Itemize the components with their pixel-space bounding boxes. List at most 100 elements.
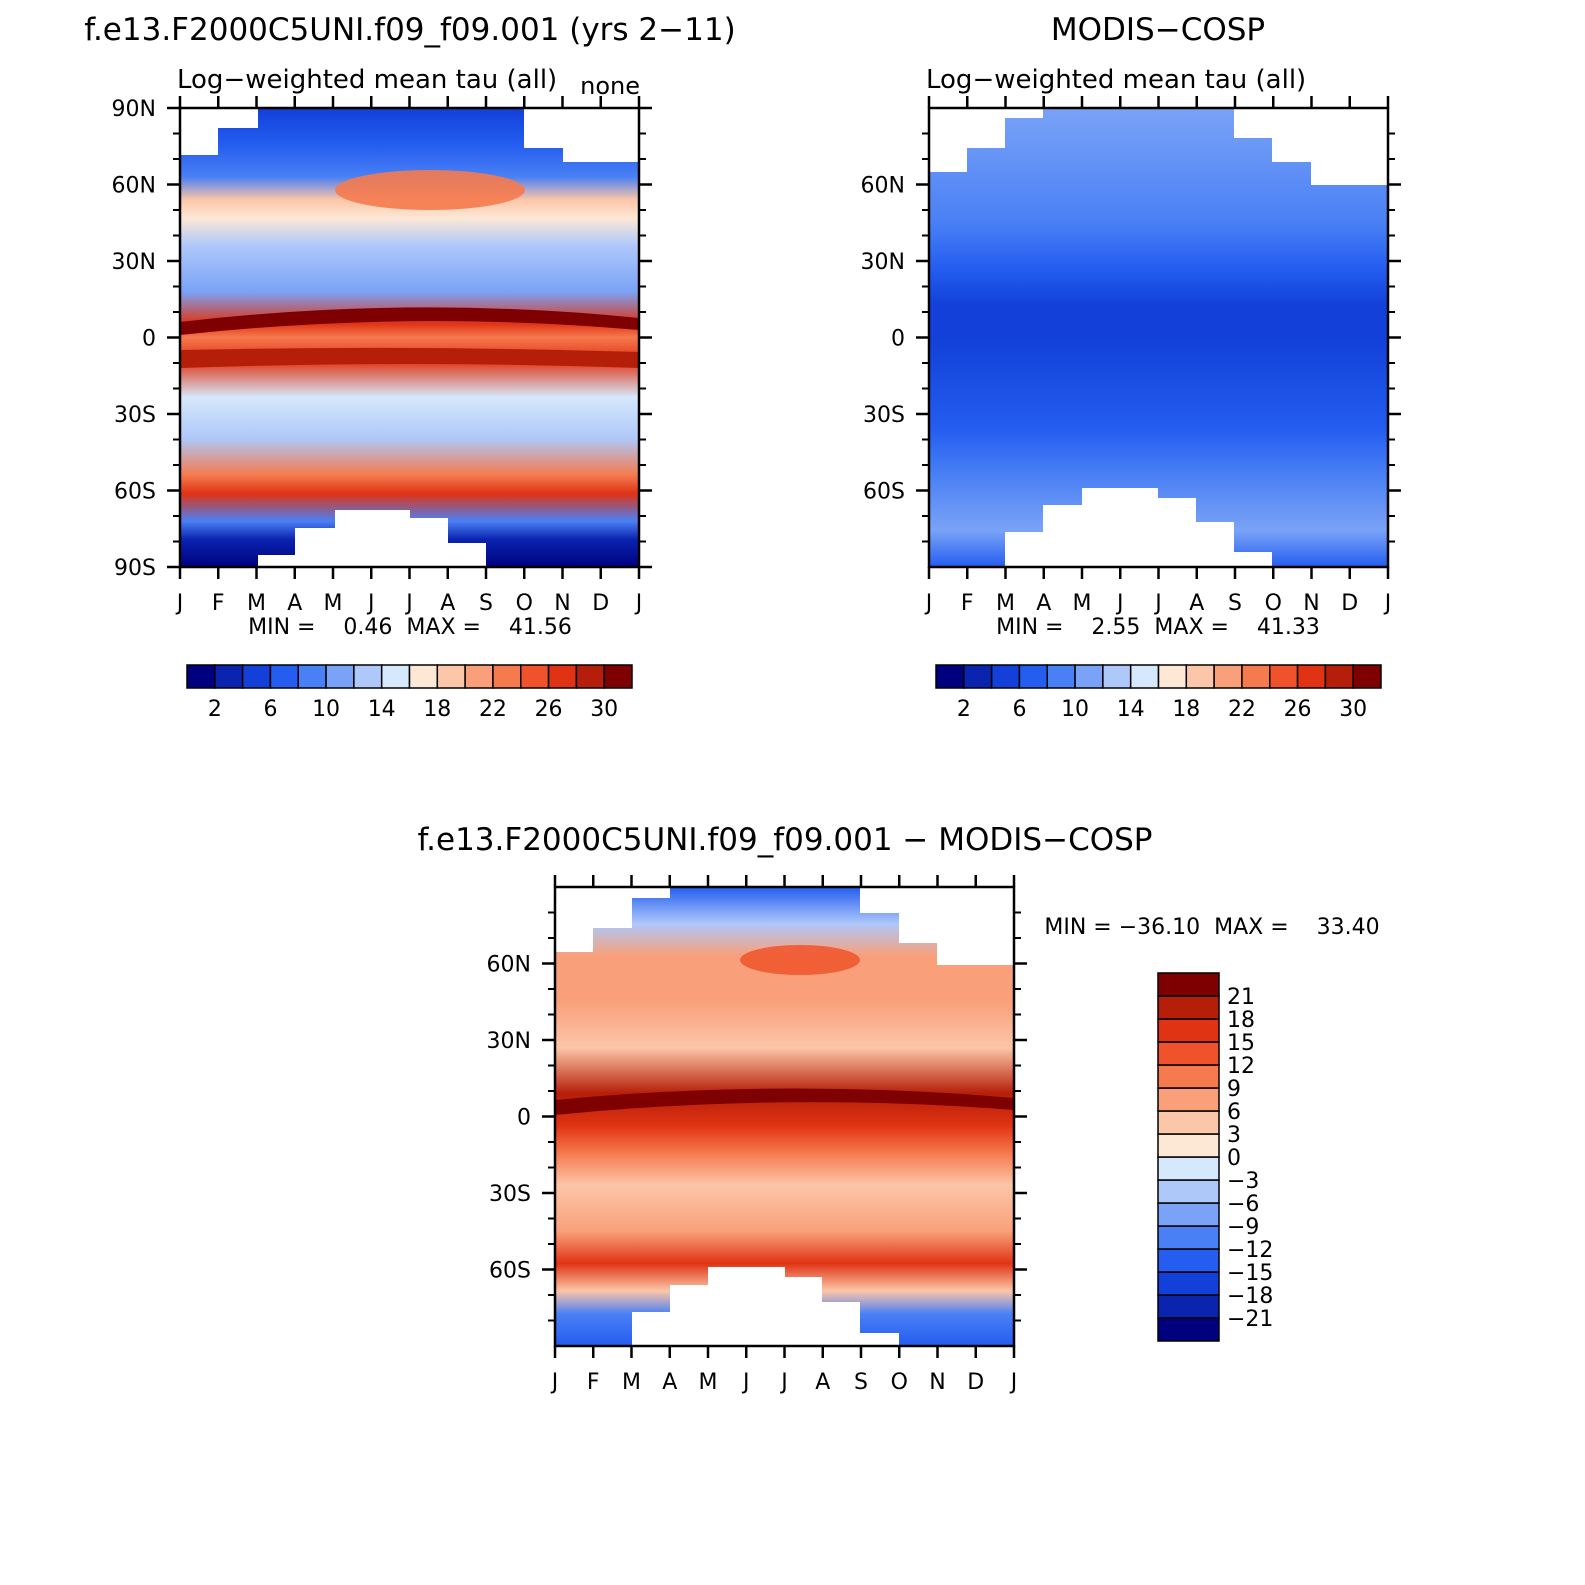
x-tick-label: M bbox=[1073, 591, 1092, 616]
y-tick-label: 60S bbox=[114, 480, 156, 505]
panel-model-tropical-band-south bbox=[180, 347, 639, 368]
x-tick-label: S bbox=[1228, 591, 1242, 616]
colorbar-label: −3 bbox=[1227, 1169, 1259, 1194]
x-tick-label: J bbox=[634, 591, 643, 616]
colorbar-swatch bbox=[1157, 1294, 1220, 1319]
colorbar-swatch bbox=[1046, 664, 1076, 689]
colorbar-label: −12 bbox=[1227, 1238, 1273, 1263]
colorbar-swatch bbox=[1269, 664, 1299, 689]
colorbar-label: 3 bbox=[1227, 1123, 1241, 1148]
panel-difference-y-axis: 60N 30N 0 30S 60S bbox=[487, 911, 1027, 1322]
panel-difference-stats: MIN = −36.10 MAX = 33.40 bbox=[1044, 915, 1379, 940]
panel-model-stats: MIN = 0.46 MAX = 41.56 bbox=[248, 615, 572, 640]
x-tick-label: M bbox=[247, 591, 266, 616]
x-tick-label: J bbox=[404, 591, 413, 616]
colorbar-label: 30 bbox=[590, 697, 618, 722]
colorbar-swatch bbox=[1018, 664, 1048, 689]
colorbar-label: 14 bbox=[368, 697, 396, 722]
x-tick-label: J bbox=[550, 1370, 559, 1395]
colorbar-label: 10 bbox=[312, 697, 340, 722]
x-tick-label: J bbox=[1115, 591, 1124, 616]
colorbar-label: 6 bbox=[1012, 697, 1026, 722]
colorbar-swatch bbox=[1157, 972, 1220, 997]
x-tick-label: N bbox=[554, 591, 570, 616]
panel-observations-subtitle: Log−weighted mean tau (all) bbox=[926, 65, 1306, 95]
y-tick-label: 0 bbox=[891, 327, 905, 352]
colorbar-label: 18 bbox=[423, 697, 451, 722]
y-tick-label: 60N bbox=[112, 174, 156, 199]
colorbar-swatch bbox=[1157, 1202, 1220, 1227]
x-tick-label: A bbox=[1189, 591, 1204, 616]
y-tick-label: 90N bbox=[112, 97, 156, 122]
colorbar-label: 30 bbox=[1339, 697, 1367, 722]
colorbar-label: 10 bbox=[1061, 697, 1089, 722]
colorbar-swatch bbox=[1157, 1064, 1220, 1089]
panel-model-north-maximum bbox=[335, 170, 525, 210]
colorbar-label: 15 bbox=[1227, 1031, 1255, 1056]
x-tick-label: O bbox=[891, 1370, 908, 1395]
y-tick-label: 90S bbox=[114, 556, 156, 581]
colorbar-swatch bbox=[1157, 1110, 1220, 1135]
colorbar-label: 0 bbox=[1227, 1146, 1241, 1171]
x-tick-label: J bbox=[1153, 591, 1162, 616]
x-tick-label: M bbox=[996, 591, 1015, 616]
colorbar-label: −15 bbox=[1227, 1261, 1273, 1286]
colorbar-swatch bbox=[1352, 664, 1382, 689]
colorbar-swatch bbox=[1157, 1018, 1220, 1043]
colorbar-swatch bbox=[1157, 1041, 1220, 1066]
panel-model-title: f.e13.F2000C5UNI.f09_f09.001 (yrs 2−11) bbox=[84, 12, 735, 48]
colorbar-label: 22 bbox=[1228, 697, 1256, 722]
colorbar-swatch bbox=[1324, 664, 1354, 689]
colorbar-swatch bbox=[1157, 995, 1220, 1020]
x-tick-label: A bbox=[440, 591, 455, 616]
colorbar-swatch bbox=[269, 664, 299, 689]
y-tick-label: 30S bbox=[863, 403, 905, 428]
x-tick-label: J bbox=[1009, 1370, 1018, 1395]
x-tick-label: O bbox=[1265, 591, 1282, 616]
colorbar-swatch bbox=[241, 664, 272, 689]
x-tick-label: A bbox=[662, 1370, 677, 1395]
y-tick-label: 30S bbox=[114, 403, 156, 428]
x-tick-label: J bbox=[366, 591, 375, 616]
colorbar-swatch bbox=[325, 664, 355, 689]
y-tick-label: 0 bbox=[142, 327, 156, 352]
colorbar-swatch bbox=[1157, 1133, 1220, 1158]
x-tick-label: O bbox=[516, 591, 533, 616]
panel-difference-missing-south bbox=[632, 1267, 899, 1346]
colorbar-swatch bbox=[297, 664, 327, 689]
colorbar-label: 22 bbox=[479, 697, 507, 722]
x-tick-label: F bbox=[212, 591, 225, 616]
colorbar-swatch bbox=[1074, 664, 1104, 689]
colorbar-swatch bbox=[380, 664, 411, 689]
x-tick-label: D bbox=[967, 1370, 984, 1395]
colorbar-swatch bbox=[1102, 664, 1132, 689]
x-tick-label: D bbox=[592, 591, 609, 616]
colorbar-swatch bbox=[1129, 664, 1160, 689]
x-tick-label: A bbox=[1036, 591, 1051, 616]
x-tick-label: A bbox=[287, 591, 302, 616]
panel-difference-missing-north bbox=[555, 887, 1014, 965]
colorbar-label: 18 bbox=[1172, 697, 1200, 722]
colorbar-swatch bbox=[1213, 664, 1243, 689]
colorbar-swatch bbox=[186, 664, 216, 689]
panel-observations-y-axis: 60N 30N 0 30S 60S bbox=[861, 132, 1401, 543]
panel-difference-north-maximum bbox=[740, 945, 860, 975]
colorbar-swatch bbox=[1157, 1087, 1220, 1112]
panel-difference-title: f.e13.F2000C5UNI.f09_f09.001 − MODIS−COS… bbox=[417, 822, 1152, 858]
panel-observations-title: MODIS−COSP bbox=[1051, 12, 1265, 48]
panel-observations-missing-south bbox=[1005, 488, 1272, 567]
y-tick-label: 60S bbox=[863, 480, 905, 505]
x-tick-label: S bbox=[854, 1370, 868, 1395]
panel-model: f.e13.F2000C5UNI.f09_f09.001 (yrs 2−11) … bbox=[84, 12, 735, 722]
colorbar-label: −9 bbox=[1227, 1215, 1259, 1240]
colorbar-label: −6 bbox=[1227, 1192, 1259, 1217]
colorbar-label: 26 bbox=[1284, 697, 1312, 722]
colorbar-label: 26 bbox=[535, 697, 563, 722]
colorbar-swatch bbox=[1157, 1317, 1220, 1342]
colorbar-swatch bbox=[1157, 1156, 1220, 1181]
colorbar-swatch bbox=[464, 664, 494, 689]
y-tick-label: 30N bbox=[112, 250, 156, 275]
